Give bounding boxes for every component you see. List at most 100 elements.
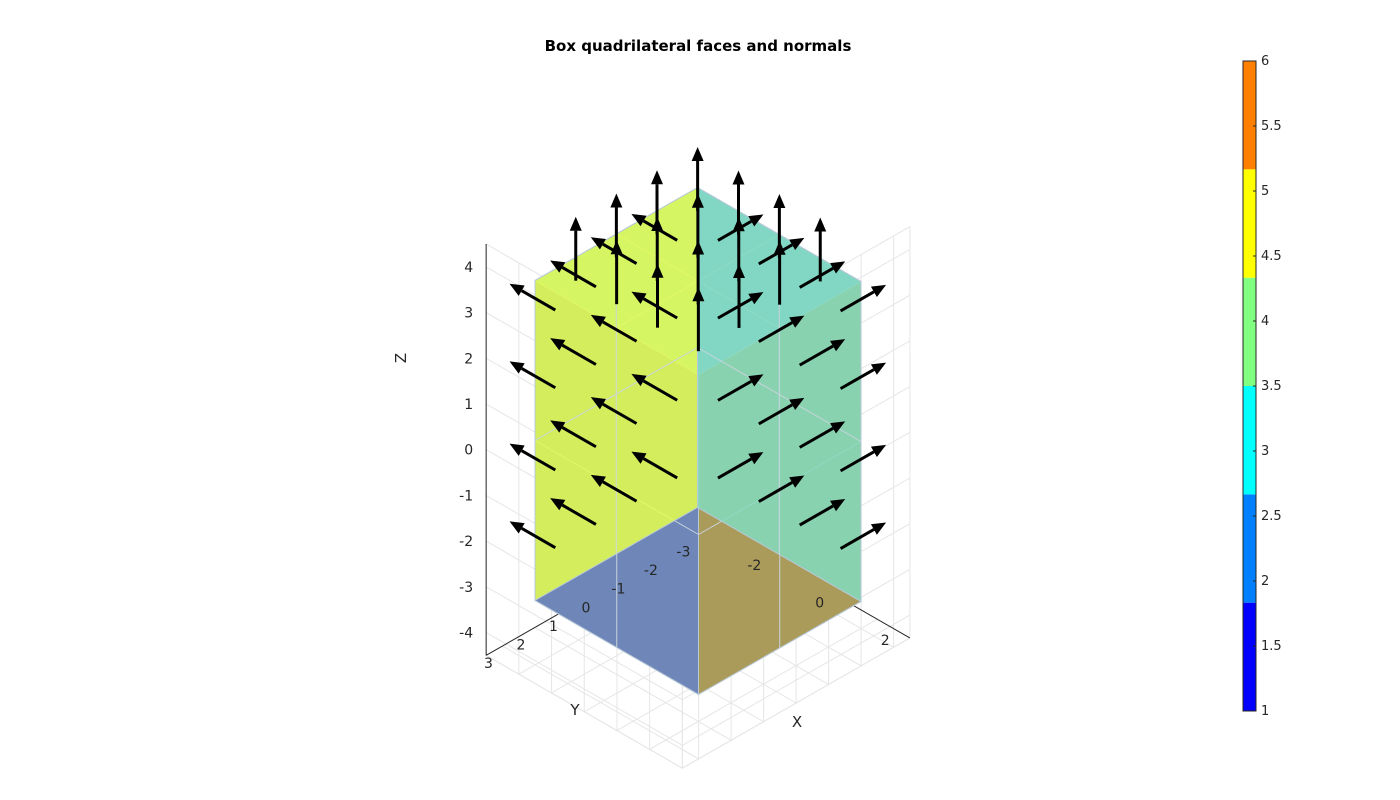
y-tick-label: 1 (549, 619, 558, 635)
normal-arrow-shaft (602, 402, 638, 425)
z-axis-label: Z (392, 353, 410, 363)
normal-arrow-shaft (839, 290, 875, 313)
normal-arrow-head (748, 374, 764, 387)
colorbar: 1 1.5 2 2.5 3 3.5 4 4.5 5 5.5 6 (1242, 54, 1282, 719)
colorbar-tick-label: 6 (1261, 54, 1269, 69)
colorbar-tick-label: 1.5 (1261, 639, 1282, 654)
normal-arrow-head (692, 240, 705, 255)
x-axis-label: X (792, 713, 802, 731)
normal-arrow-shaft (717, 220, 753, 242)
axis-ticks: -2 0 2 3 2 1 0 -1 -2 -3 4 3 2 1 0 -1 -2 -3 -4 (459, 260, 889, 672)
y-tick-label: -3 (676, 544, 690, 560)
normal-arrow-shaft (758, 481, 793, 503)
colorbar-tick-label: 2.5 (1261, 509, 1282, 524)
y-axis-label: Y (569, 701, 580, 719)
y-tick-label: 2 (516, 637, 525, 653)
normal-arrow-head (870, 522, 887, 535)
normal-arrow-head (550, 260, 566, 273)
normal-arrow-head (789, 315, 805, 328)
normal-arrow-shaft (758, 403, 793, 426)
normal-arrow-head (814, 217, 827, 232)
normal-arrow-head (590, 397, 606, 410)
normal-arrow-head (691, 193, 704, 208)
normal-arrow-head (509, 443, 525, 456)
z-tick-label: -1 (459, 488, 473, 504)
normal-arrow-head (651, 263, 664, 278)
z-tick-label: 3 (464, 306, 473, 322)
normal-arrow-shaft (839, 528, 875, 550)
z-tick-label: -3 (459, 580, 473, 596)
normal-arrow-shaft (839, 450, 875, 473)
normal-arrow-head (789, 475, 805, 488)
normal-arrow-shaft (642, 297, 678, 320)
normal-arrow-shaft (717, 457, 753, 480)
x-tick-label: -2 (747, 558, 761, 574)
x-tick-label: 2 (881, 633, 890, 649)
normal-arrow-head (509, 521, 525, 534)
normal-arrow-head (830, 261, 846, 274)
normal-arrow-shaft (798, 344, 834, 367)
normal-arrow-head (631, 213, 647, 227)
colorbar-tick-label: 3 (1261, 444, 1269, 459)
normal-arrow-shaft (602, 320, 638, 343)
z-tick-label: 4 (464, 260, 473, 276)
normal-arrow-shaft (798, 267, 834, 289)
z-tick-label: 1 (464, 397, 473, 413)
normal-arrow-head (651, 170, 663, 185)
normal-arrows (509, 146, 887, 550)
normal-arrow-head (550, 420, 566, 433)
normal-arrow-head (870, 362, 887, 375)
normal-arrow-shaft (520, 289, 557, 312)
colorbar-tick-label: 2 (1261, 574, 1269, 589)
normal-arrow-head (590, 474, 606, 488)
normal-arrow-shaft (798, 426, 834, 449)
colorbar-segment (1243, 602, 1256, 711)
normal-arrow-shaft (839, 368, 875, 390)
normal-arrow-shaft (561, 266, 597, 289)
normal-arrow-head (789, 397, 805, 411)
normal-arrow-head (789, 237, 805, 251)
normal-arrow-head (732, 170, 745, 185)
normal-arrow-head (748, 214, 764, 227)
normal-arrow-head (550, 498, 566, 511)
normal-arrow-head (830, 339, 846, 352)
normal-arrow-head (830, 421, 846, 434)
normal-arrow-shaft (602, 242, 638, 265)
normal-arrow-shaft (642, 379, 678, 402)
normal-arrow-shaft (798, 504, 834, 527)
normal-arrow-head (748, 292, 764, 305)
y-tick-label: 3 (484, 656, 493, 672)
normal-arrow-head (550, 338, 566, 351)
y-tick-label: -1 (611, 582, 625, 598)
y-tick-label: -2 (644, 563, 658, 579)
normal-arrow-head (509, 283, 525, 296)
normal-arrow-head (748, 452, 764, 465)
normal-arrow-shaft (520, 367, 557, 390)
colorbar-tick-label: 5.5 (1261, 119, 1282, 134)
normal-arrow-shaft (520, 449, 557, 472)
normal-arrow-head (733, 263, 745, 278)
z-tick-label: -4 (459, 626, 473, 642)
x-tick-label: 0 (815, 596, 824, 612)
normal-arrow-shaft (642, 219, 678, 242)
normal-arrow-head (631, 291, 647, 304)
z-tick-label: 0 (464, 443, 473, 459)
colorbar-tick-label: 1 (1261, 704, 1269, 719)
colorbar-segment (1243, 277, 1256, 386)
normal-arrow-shaft (717, 379, 753, 402)
normal-arrow-head (691, 146, 704, 161)
normal-arrow-head (569, 216, 582, 231)
normal-arrow-head (631, 451, 647, 464)
normal-arrow-head (692, 287, 705, 302)
normal-arrow-head (590, 314, 606, 328)
normal-arrow-head (773, 193, 786, 208)
normal-arrow-head (870, 284, 887, 298)
colorbar-segment (1243, 386, 1256, 495)
normal-arrow-shaft (758, 321, 793, 343)
normal-arrow-shaft (602, 480, 638, 503)
normal-arrow-shaft (717, 297, 753, 320)
colorbar-tick-label: 5 (1261, 184, 1269, 199)
normal-arrow-head (509, 361, 525, 374)
z-tick-label: 2 (464, 351, 473, 367)
normal-arrow-shaft (561, 426, 597, 449)
